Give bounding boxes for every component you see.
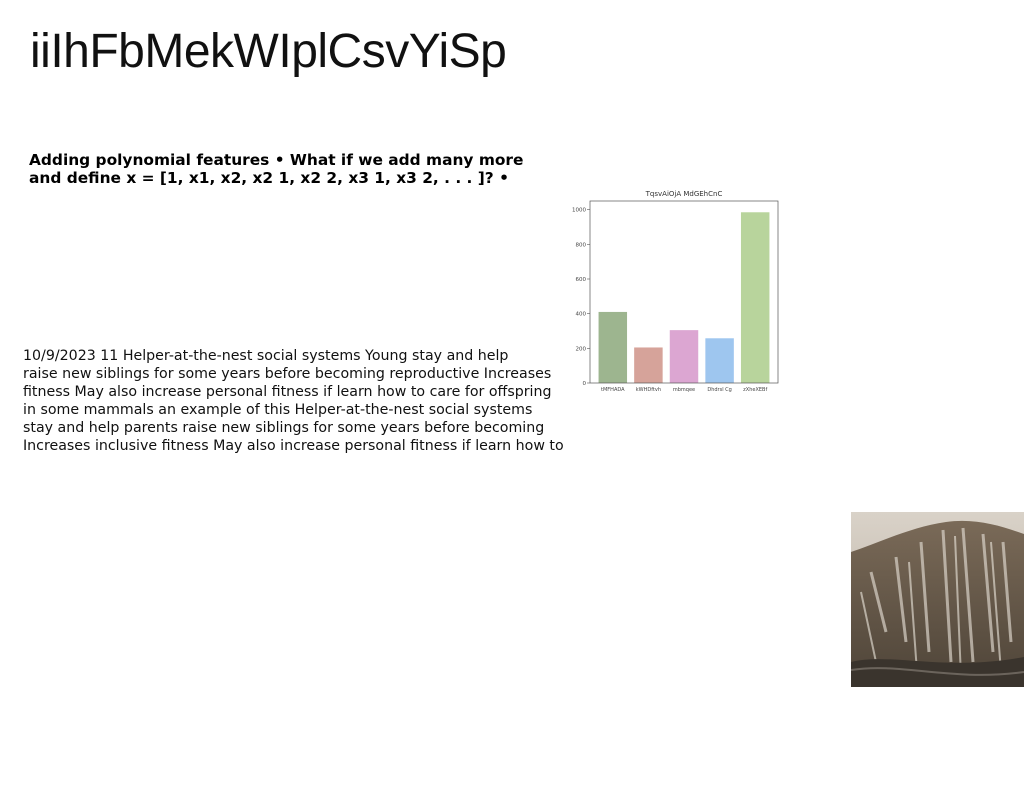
chart-bar — [669, 330, 699, 383]
y-tick-label: 800 — [576, 242, 587, 248]
body-line: raise new siblings for some years before… — [23, 366, 552, 382]
chart-bar — [705, 338, 734, 383]
chart-plot-frame — [589, 200, 779, 384]
y-tick-label: 400 — [576, 312, 587, 318]
y-tick-label: 600 — [576, 277, 587, 283]
y-tick-label: 0 — [583, 381, 587, 387]
x-tick-label: zXheXEBf — [743, 387, 767, 393]
chart-y-axis: 0 200 400 600 800 1000 — [572, 208, 590, 387]
body-paragraph: 10/9/2023 11 Helper-at-the-nest social s… — [23, 347, 564, 455]
y-tick-label: 1000 — [572, 208, 586, 214]
mountain-photo-image — [851, 512, 1024, 687]
chart-bars — [598, 212, 770, 383]
body-line: Increases inclusive fitness May also inc… — [23, 438, 564, 454]
x-tick-label: kWHDftvh — [636, 387, 661, 393]
chart-bar — [740, 212, 770, 383]
bar-chart: TqsvAiOjA MdGEhCnC 0 200 400 600 800 1000 tMF… — [572, 190, 779, 393]
subheading-line: Adding polynomial features • What if we … — [29, 151, 524, 169]
body-line: fitness May also increase personal fitne… — [23, 384, 552, 400]
chart-bar — [598, 311, 628, 383]
subheading-line: and define x = [1, x1, x2, x2 1, x2 2, x… — [29, 169, 509, 187]
chart-bar — [634, 347, 663, 383]
x-tick-label: tMFHADA — [601, 387, 625, 393]
slide-subheading: Adding polynomial features • What if we … — [29, 151, 549, 187]
x-tick-label: mbmqee — [673, 387, 695, 393]
chart-title: TqsvAiOjA MdGEhCnC — [645, 190, 723, 198]
mountain-photo — [851, 512, 1024, 687]
bar-chart-figure: TqsvAiOjA MdGEhCnC 0 200 400 600 800 1000 tMF… — [570, 184, 790, 400]
body-line: 10/9/2023 11 Helper-at-the-nest social s… — [23, 348, 509, 364]
body-line: in some mammals an example of this Helpe… — [23, 402, 533, 418]
y-tick-label: 200 — [576, 346, 587, 352]
x-tick-label: Dhdrsl Cg — [707, 387, 732, 393]
chart-x-axis: tMFHADA kWHDftvh mbmqee Dhdrsl Cg zXheXEBf — [601, 387, 767, 393]
body-line: stay and help parents raise new siblings… — [23, 420, 545, 436]
page-title: iiIhFbMekWIplCsvYiSp — [30, 25, 507, 78]
